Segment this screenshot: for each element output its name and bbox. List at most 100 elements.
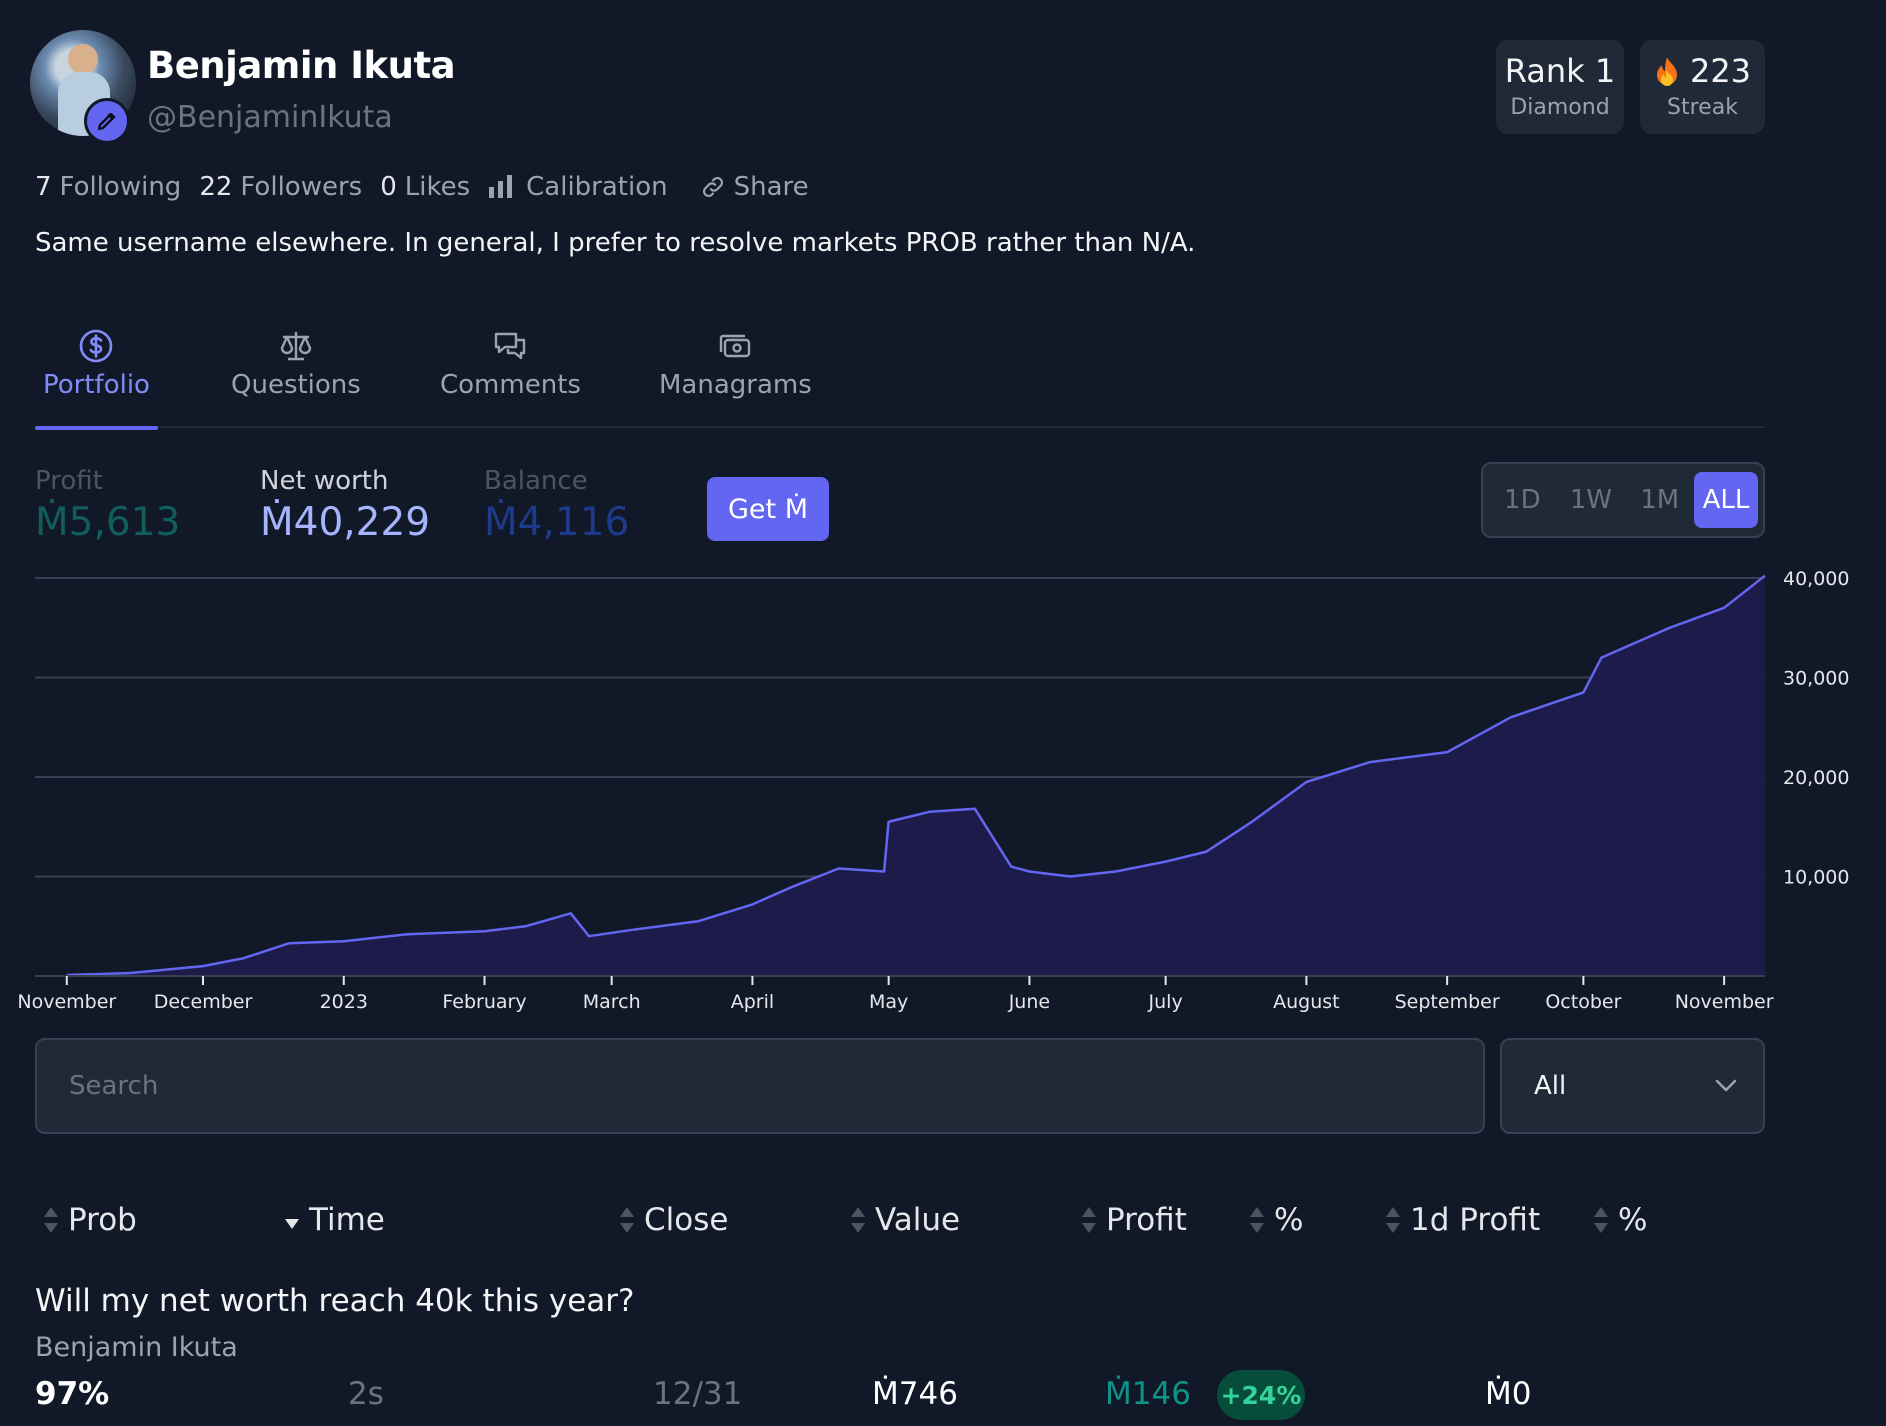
get-mana-button[interactable]: Get Ṁ [707, 477, 829, 541]
col-day-profit-pct[interactable]: % [1592, 1202, 1647, 1238]
x-tick-label: July [1148, 991, 1183, 1013]
row-profit-pct-badge: +24% [1217, 1370, 1305, 1420]
likes-link[interactable]: 0 Likes [380, 172, 470, 202]
sort-icon [1250, 1207, 1264, 1233]
networth-stat[interactable]: Net worth Ṁ40,229 [260, 466, 430, 545]
profile-handle: @BenjaminIkuta [147, 100, 393, 135]
tab-questions-label: Questions [231, 370, 361, 400]
streak-label: Streak [1667, 95, 1738, 121]
tab-comments[interactable]: Comments [440, 328, 581, 428]
edit-avatar-button[interactable] [84, 98, 130, 144]
col-time[interactable]: Time [283, 1202, 385, 1238]
col-value-label: Value [875, 1202, 961, 1238]
col-profit-pct-label: % [1274, 1202, 1304, 1238]
profit-stat: Profit Ṁ5,613 [35, 466, 180, 545]
row-prob: 97% [35, 1376, 110, 1412]
row-profit: Ṁ146 [1105, 1376, 1191, 1412]
following-link[interactable]: 7 Following [35, 172, 181, 202]
sort-desc-icon [285, 1219, 299, 1229]
col-time-label: Time [309, 1202, 385, 1238]
x-tick-label: September [1395, 991, 1500, 1013]
filter-selected: All [1534, 1071, 1567, 1101]
x-tick-label: April [731, 991, 774, 1013]
y-tick-label: 10,000 [1783, 867, 1849, 889]
col-value[interactable]: Value [849, 1202, 960, 1238]
tab-portfolio[interactable]: Portfolio [35, 328, 158, 430]
period-all[interactable]: ALL [1694, 472, 1759, 528]
balance-label: Balance [484, 466, 588, 496]
col-prob[interactable]: Prob [42, 1202, 137, 1238]
rank-label: Diamond [1510, 95, 1610, 121]
profit-label: Profit [35, 466, 103, 496]
networth-chart[interactable]: 10,000 20,000 30,000 40,000 November December… [0, 560, 1886, 1020]
share-button[interactable]: Share [700, 172, 809, 202]
followers-link[interactable]: 22 Followers [199, 172, 362, 202]
period-1d[interactable]: 1D [1504, 485, 1541, 515]
streak-badge[interactable]: 223 Streak [1640, 40, 1765, 134]
money-icon [720, 334, 751, 358]
avatar-face [68, 44, 98, 74]
followers-count: 22 [199, 172, 233, 202]
period-1m[interactable]: 1M [1640, 485, 1680, 515]
market-creator[interactable]: Benjamin Ikuta [35, 1332, 238, 1363]
sort-icon [44, 1207, 58, 1233]
col-profit-label: Profit [1106, 1202, 1187, 1238]
period-1w[interactable]: 1W [1569, 485, 1613, 515]
sort-icon [1594, 1207, 1608, 1233]
balance-stat[interactable]: Balance Ṁ4,116 [484, 466, 629, 545]
tab-managrams[interactable]: Managrams [659, 328, 812, 428]
sort-icon [851, 1207, 865, 1233]
sort-icon [620, 1207, 634, 1233]
networth-label: Net worth [260, 466, 389, 496]
x-tick-label: 2023 [320, 991, 368, 1013]
dollar-icon [80, 329, 113, 363]
chevron-down-icon [1715, 1079, 1737, 1092]
streak-value: 223 [1689, 51, 1752, 90]
rank-badge[interactable]: Rank 1 Diamond [1496, 40, 1624, 134]
chat-icon [495, 332, 526, 360]
x-tick-label: May [869, 991, 908, 1013]
period-selector: 1D 1W 1M ALL [1481, 462, 1765, 538]
networth-value: Ṁ40,229 [260, 500, 431, 545]
tab-comments-label: Comments [440, 370, 581, 400]
followers-label: Followers [240, 172, 363, 202]
profile-name: Benjamin Ikuta [147, 44, 456, 87]
col-profit-pct[interactable]: % [1248, 1202, 1303, 1238]
x-tick-label: June [1008, 991, 1050, 1013]
y-tick-label: 20,000 [1783, 767, 1849, 789]
y-tick-label: 40,000 [1783, 568, 1849, 590]
profile-bio: Same username elsewhere. In general, I p… [35, 228, 1196, 258]
x-tick-label: August [1273, 991, 1340, 1013]
x-tick-label: October [1545, 991, 1621, 1013]
market-title-link[interactable]: Will my net worth reach 40k this year? [35, 1283, 635, 1319]
following-label: Following [59, 172, 182, 202]
profile-tabs: Portfolio Questions Comments Managrams [35, 328, 1765, 430]
calibration-link[interactable]: Calibration [488, 172, 668, 202]
filter-select[interactable]: All [1500, 1038, 1765, 1134]
bar-chart-icon [489, 175, 513, 198]
col-close-label: Close [644, 1202, 729, 1238]
col-close[interactable]: Close [618, 1202, 728, 1238]
col-profit[interactable]: Profit [1080, 1202, 1187, 1238]
row-time: 2s [348, 1376, 384, 1412]
sort-icon [1082, 1207, 1096, 1233]
networth-line [66, 574, 1766, 977]
row-value: Ṁ746 [872, 1376, 958, 1412]
row-day-profit: Ṁ0 [1485, 1376, 1532, 1412]
x-tick-label: November [1675, 991, 1774, 1013]
tab-questions[interactable]: Questions [231, 328, 361, 428]
x-tick-label: November [17, 991, 116, 1013]
social-row: 7 Following 22 Followers 0 Likes Calibra… [35, 172, 827, 202]
fire-icon [1656, 56, 1677, 86]
search-input[interactable] [35, 1038, 1485, 1134]
rank-value: Rank 1 [1504, 51, 1616, 90]
balance-value: Ṁ4,116 [484, 500, 630, 545]
x-tick-label: December [154, 991, 253, 1013]
networth-area [66, 575, 1765, 976]
scale-icon [280, 332, 312, 361]
row-close: 12/31 [653, 1376, 743, 1412]
share-label: Share [733, 172, 809, 202]
x-tick-label: February [442, 991, 526, 1013]
likes-count: 0 [380, 172, 397, 202]
col-day-profit[interactable]: 1d Profit [1384, 1202, 1540, 1238]
